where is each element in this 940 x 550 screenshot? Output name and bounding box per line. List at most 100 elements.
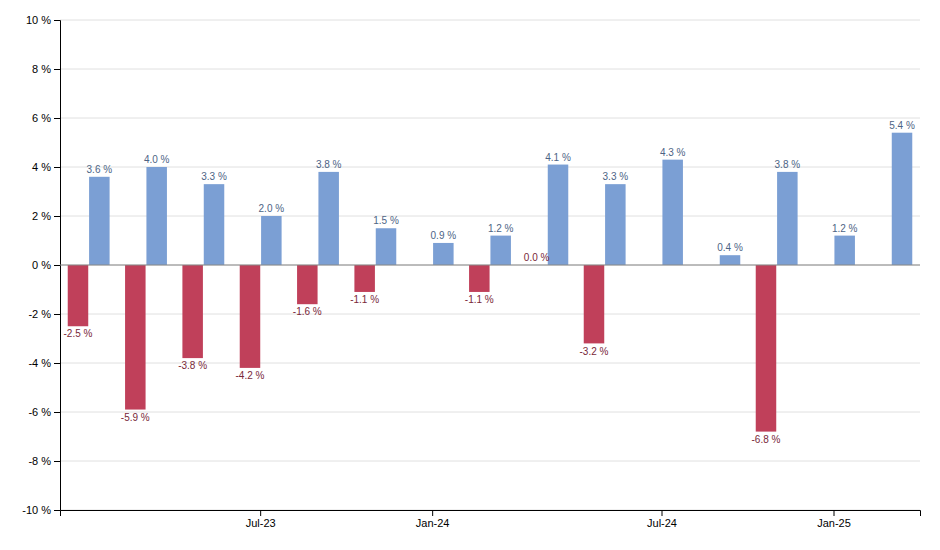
grid-line	[60, 69, 920, 70]
y-tick-mark	[54, 461, 60, 462]
y-axis: -10 % -8 % -6 % -4 % -2 % 0 % 2 % 4 % 6 % 8 % 10 %	[22, 14, 60, 516]
bar	[89, 177, 110, 265]
y-tick: -6 %	[28, 406, 60, 418]
y-tick-label: 8 %	[32, 63, 51, 75]
bar	[720, 255, 741, 265]
bar	[204, 184, 225, 265]
data-label: 3.8 %	[775, 159, 801, 170]
data-label: -1.1 %	[350, 294, 379, 305]
bars	[68, 133, 913, 432]
grid-line	[60, 118, 920, 119]
y-tick-mark	[54, 118, 60, 119]
bar	[261, 216, 282, 265]
bar	[490, 236, 511, 265]
grid	[60, 20, 920, 510]
grid-line	[60, 265, 920, 266]
y-tick-label: 0 %	[32, 259, 51, 271]
data-label: 0.4 %	[717, 242, 743, 253]
y-tick-mark	[54, 265, 60, 266]
y-tick-mark	[54, 412, 60, 413]
y-tick-label: -6 %	[28, 406, 51, 418]
bar	[146, 167, 167, 265]
y-tick-label: 6 %	[32, 112, 51, 124]
data-label: -5.9 %	[121, 412, 150, 423]
x-tick-mark	[432, 510, 433, 516]
data-labels: -2.5 %-5.9 %-3.8 %-4.2 %-1.6 %-1.1 %-1.1…	[64, 120, 915, 445]
bar	[354, 265, 375, 292]
plot: -10 % -8 % -6 % -4 % -2 % 0 % 2 % 4 % 6 % 8 % 10 %…	[22, 14, 920, 529]
bar	[125, 265, 146, 410]
data-label: 1.5 %	[373, 215, 399, 226]
y-tick: 2 %	[32, 210, 60, 222]
bar	[548, 165, 569, 265]
bar	[297, 265, 318, 304]
x-tick-mark	[662, 510, 663, 516]
x-axis: Jul-23 Jan-24 Jul-24 Jan-25	[61, 510, 921, 529]
x-tick-label: Jan-25	[817, 517, 851, 529]
y-tick-label: 4 %	[32, 161, 51, 173]
bar-series	[68, 265, 777, 432]
bar	[376, 228, 397, 265]
x-tick: Jan-25	[817, 510, 851, 529]
data-label: 0.9 %	[431, 230, 457, 241]
x-tick: Jan-24	[416, 510, 450, 529]
zero-line	[60, 265, 920, 266]
y-tick: 10 %	[26, 14, 60, 26]
data-label: 3.3 %	[201, 171, 227, 182]
y-tick: -2 %	[28, 308, 60, 320]
data-label: -6.8 %	[752, 434, 781, 445]
y-tick-mark	[54, 510, 60, 511]
bar-series	[89, 133, 912, 265]
y-tick-label: 10 %	[26, 14, 51, 26]
y-tick-label: 2 %	[32, 210, 51, 222]
bar	[605, 184, 626, 265]
x-tick: Jul-23	[246, 510, 276, 529]
bar	[240, 265, 261, 368]
data-label: -2.5 %	[64, 328, 93, 339]
data-label: -1.6 %	[293, 306, 322, 317]
y-tick: 4 %	[32, 161, 60, 173]
x-tick-label: Jul-24	[647, 517, 677, 529]
x-tick-label: Jan-24	[416, 517, 450, 529]
data-label: 1.2 %	[488, 223, 514, 234]
data-label: 0.0 %	[524, 252, 550, 263]
y-tick-mark	[54, 167, 60, 168]
data-label: -3.8 %	[178, 360, 207, 371]
data-label: 3.8 %	[316, 159, 342, 170]
bar	[892, 133, 913, 265]
data-label: 4.3 %	[660, 147, 686, 158]
y-tick: -8 %	[28, 455, 60, 467]
y-tick-label: -10 %	[22, 504, 51, 516]
y-tick: -4 %	[28, 357, 60, 369]
y-tick-mark	[54, 216, 60, 217]
x-tick-mark	[834, 510, 835, 516]
y-tick-label: -8 %	[28, 455, 51, 467]
y-tick-label: -2 %	[28, 308, 51, 320]
y-tick: -10 %	[22, 504, 60, 516]
data-label: -3.2 %	[580, 346, 609, 357]
bar	[433, 243, 454, 265]
y-tick: 8 %	[32, 63, 60, 75]
bar	[756, 265, 777, 432]
data-label: 1.2 %	[832, 223, 858, 234]
y-tick: 6 %	[32, 112, 60, 124]
bar	[584, 265, 605, 343]
bar	[469, 265, 490, 292]
y-tick-mark	[54, 69, 60, 70]
grid-line	[60, 412, 920, 413]
data-label: 3.6 %	[87, 164, 113, 175]
data-label: -4.2 %	[236, 370, 265, 381]
y-tick-mark	[54, 363, 60, 364]
bar	[318, 172, 339, 265]
grid-line	[60, 461, 920, 462]
data-label: 4.0 %	[144, 154, 170, 165]
bar	[662, 160, 683, 265]
chart: -10 % -8 % -6 % -4 % -2 % 0 % 2 % 4 % 6 % 8 % 10 %…	[0, 0, 940, 550]
y-tick-mark	[54, 20, 60, 21]
x-tick: Jul-24	[647, 510, 677, 529]
y-tick: 0 %	[32, 259, 60, 271]
data-label: 5.4 %	[889, 120, 915, 131]
data-label: 3.3 %	[603, 171, 629, 182]
y-tick-label: -4 %	[28, 357, 51, 369]
y-axis-line	[54, 21, 61, 511]
